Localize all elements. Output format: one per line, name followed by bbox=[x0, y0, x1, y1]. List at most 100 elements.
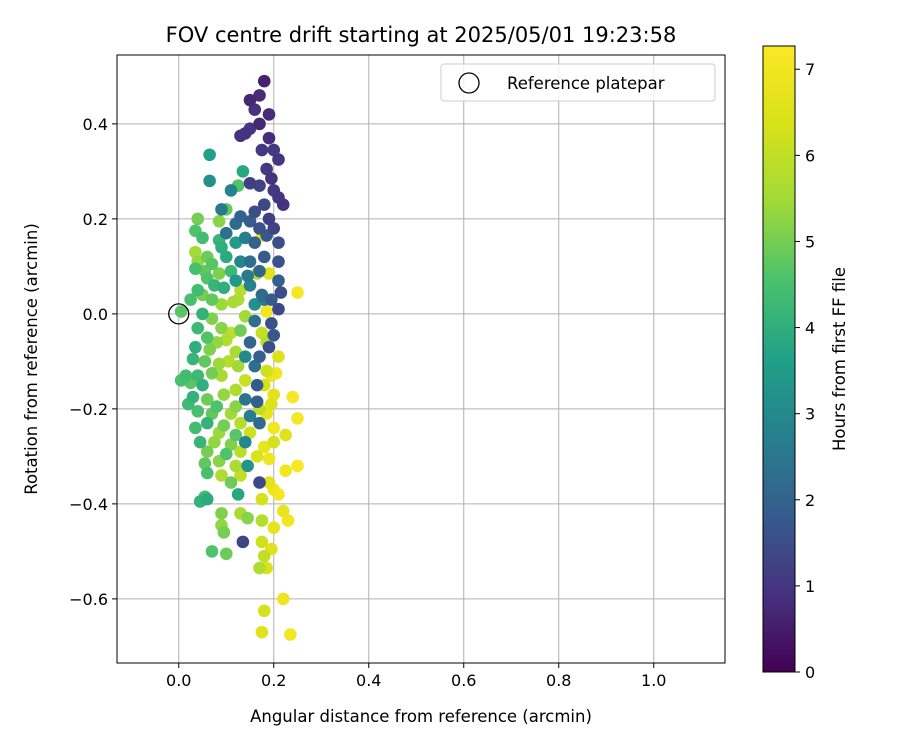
data-point bbox=[267, 435, 281, 449]
data-point bbox=[243, 279, 257, 292]
colorbar-tick-label: 1 bbox=[805, 577, 815, 596]
data-point bbox=[198, 355, 212, 368]
data-point bbox=[260, 305, 273, 318]
data-point bbox=[262, 212, 276, 226]
data-point bbox=[191, 321, 205, 335]
data-point bbox=[217, 281, 231, 295]
data-point bbox=[196, 378, 209, 392]
data-point bbox=[215, 298, 228, 311]
data-point bbox=[174, 305, 188, 318]
data-point bbox=[224, 438, 238, 451]
data-point bbox=[253, 179, 266, 192]
data-point bbox=[234, 283, 247, 297]
data-point bbox=[276, 198, 290, 211]
data-point bbox=[262, 131, 276, 145]
data-point bbox=[196, 307, 209, 321]
data-point bbox=[248, 103, 262, 116]
data-point bbox=[208, 435, 221, 449]
data-point bbox=[205, 545, 219, 558]
data-point bbox=[262, 340, 276, 354]
data-point bbox=[212, 267, 226, 280]
data-point bbox=[257, 198, 271, 211]
data-point bbox=[200, 492, 214, 506]
reference-layer bbox=[168, 303, 190, 325]
data-points bbox=[174, 74, 304, 641]
data-point bbox=[262, 476, 276, 489]
data-point bbox=[212, 357, 226, 371]
data-point bbox=[229, 400, 243, 413]
data-point bbox=[281, 514, 295, 527]
data-point bbox=[193, 435, 207, 449]
data-point bbox=[255, 535, 269, 549]
data-point bbox=[250, 378, 264, 392]
data-point bbox=[248, 298, 262, 311]
data-point bbox=[215, 369, 228, 382]
data-point bbox=[210, 400, 224, 413]
data-point bbox=[291, 412, 304, 425]
data-point bbox=[200, 466, 214, 480]
data-point bbox=[229, 274, 243, 287]
data-point bbox=[234, 416, 247, 430]
data-point bbox=[186, 390, 200, 404]
data-point bbox=[257, 549, 271, 563]
data-point bbox=[205, 257, 219, 271]
colorbar-tick-label: 5 bbox=[805, 232, 815, 251]
data-point bbox=[203, 343, 216, 356]
data-point bbox=[243, 214, 257, 228]
data-point bbox=[243, 426, 257, 439]
data-point bbox=[265, 397, 278, 411]
data-point bbox=[219, 447, 233, 461]
data-point bbox=[224, 476, 238, 489]
x-axis-ticks: 0.0 0.2 0.4 0.6 0.8 1.0 bbox=[166, 663, 666, 690]
colorbar-tick-label: 4 bbox=[805, 319, 815, 338]
data-point bbox=[219, 333, 233, 347]
data-point bbox=[238, 435, 252, 449]
data-point bbox=[255, 492, 269, 506]
data-point bbox=[196, 231, 209, 245]
plot-frame bbox=[116, 54, 726, 664]
data-point bbox=[215, 507, 228, 520]
data-point bbox=[184, 293, 197, 306]
data-point bbox=[253, 476, 266, 489]
x-tick-label: 0.0 bbox=[166, 671, 191, 690]
x-tick-label: 0.8 bbox=[546, 671, 571, 690]
data-point bbox=[189, 245, 202, 259]
data-point bbox=[234, 445, 247, 458]
y-tick-label: 0.0 bbox=[83, 305, 108, 324]
y-tick-label: 0.4 bbox=[83, 115, 108, 134]
colorbar-gradient bbox=[762, 45, 796, 673]
data-point bbox=[272, 274, 285, 287]
data-point bbox=[215, 469, 228, 482]
data-point bbox=[229, 236, 243, 249]
data-point bbox=[253, 264, 266, 278]
data-point bbox=[186, 352, 200, 366]
x-tick-label: 0.6 bbox=[451, 671, 476, 690]
data-point bbox=[253, 561, 266, 575]
data-point bbox=[191, 283, 205, 297]
data-point bbox=[286, 390, 300, 404]
data-point bbox=[198, 457, 212, 470]
data-point bbox=[267, 143, 281, 157]
data-point bbox=[200, 416, 214, 430]
x-tick-label: 0.4 bbox=[356, 671, 381, 690]
data-point bbox=[222, 355, 235, 368]
data-point bbox=[179, 369, 193, 382]
data-point bbox=[238, 350, 252, 363]
chart-title: FOV centre drift starting at 2025/05/01 … bbox=[166, 23, 677, 47]
colorbar-tick-label: 3 bbox=[805, 405, 815, 424]
data-point bbox=[243, 409, 257, 423]
data-point bbox=[229, 428, 243, 442]
data-point bbox=[189, 340, 202, 354]
data-point bbox=[205, 366, 219, 380]
data-point bbox=[238, 231, 252, 245]
data-point bbox=[248, 314, 262, 328]
data-point bbox=[253, 222, 266, 235]
data-point bbox=[257, 604, 271, 618]
y-tick-label: 0.2 bbox=[83, 210, 108, 229]
data-point bbox=[284, 628, 297, 641]
data-point bbox=[200, 331, 214, 344]
data-point bbox=[265, 317, 278, 330]
data-point bbox=[234, 210, 247, 223]
colorbar-label: Hours from first FF file bbox=[830, 267, 849, 451]
data-point bbox=[276, 504, 290, 518]
